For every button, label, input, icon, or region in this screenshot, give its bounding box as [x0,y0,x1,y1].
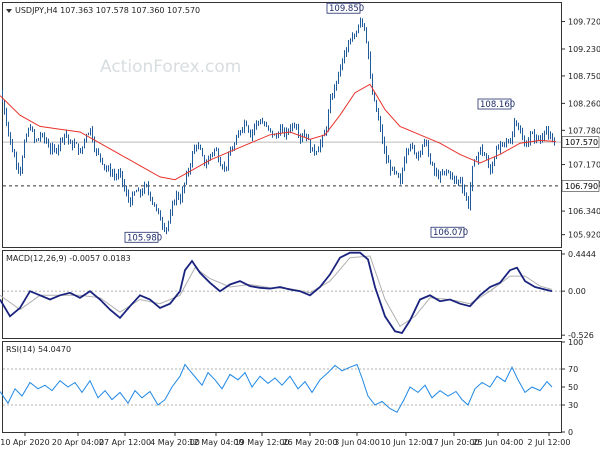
xtick-label: 3 Jun 04:00 [334,438,380,447]
price-ytick-label: 107.780 [568,126,600,135]
xtick-label: 10 Apr 2020 [0,438,49,447]
annotation-box [124,231,159,243]
support-label: 106.790 [565,182,598,191]
macd-line [0,251,553,335]
price-panel-title: USDJPY,H4 107.363 107.578 107.360 107.57… [6,6,200,15]
annotation-label: 105.980 [127,233,162,243]
price-panel-frame [2,2,562,248]
price-ytick-label: 106.340 [568,207,600,216]
rsi-ytick-label: 0 [568,428,573,437]
price-ytick-label: 109.230 [568,45,600,54]
price-ytick-label: 109.720 [568,18,600,27]
rsi-layer: 100 70 50 30 0 [0,338,583,437]
price-ytick-label: 105.920 [568,231,600,240]
price-ytick-label: 108.750 [568,72,600,81]
annotation-label: 106.070 [433,228,468,238]
xtick-label: 26 May 20:00 [283,438,338,447]
annotation-label: 109.850 [329,4,364,14]
xtick-label: 19 May 12:00 [235,438,290,447]
price-ytick-label: 108.260 [568,99,600,108]
last-price-label: 107.570 [565,138,598,147]
last-price-box [561,136,600,148]
macd-layer: 0.4444 0.00 -0.526 [0,250,596,340]
xtick-label: 12 May 04:00 [189,438,244,447]
price-layer: 109.720 109.230 108.750 108.260 107.780 107.1… [0,2,600,243]
rsi-ytick-label: 100 [568,338,583,347]
support-box [561,180,600,192]
annotation-label: 108.160 [480,100,515,110]
macd-panel-frame [2,250,562,339]
rsi-line [0,363,553,413]
moving-average-line [0,83,557,181]
dropdown-triangle-icon [6,9,12,13]
xtick-label: 20 Apr 04:00 [52,438,104,447]
macd-ytick-label: 0.00 [568,287,586,296]
xtick-label: 27 Apr 12:00 [99,438,151,447]
xtick-label: 10 Jun 12:00 [381,438,432,447]
rsi-title: RSI(14) 54.0470 [6,345,71,354]
macd-ytick-label: -0.526 [568,331,594,340]
price-ytick-label: 107.170 [568,161,600,170]
macd-ytick-label: 0.4444 [568,250,596,259]
xtick-label: 17 Jun 20:00 [429,438,480,447]
annotation-box [477,98,512,110]
price-title: USDJPY,H4 107.363 107.578 107.360 107.57… [15,6,200,15]
xtick-label: 2 Jul 12:00 [528,438,571,447]
rsi-ytick-label: 50 [568,383,578,392]
annotation-box [326,2,361,14]
xtick-label: 4 May 20:00 [150,438,200,447]
xtick-label: 25 Jun 04:00 [473,438,524,447]
rsi-ytick-label: 70 [568,365,578,374]
watermark: ActionForex.com [100,57,241,77]
rsi-ytick-label: 30 [568,401,578,410]
annotation-box [430,226,465,238]
macd-title: MACD(12,26,9) -0.0057 0.0183 [6,254,131,263]
